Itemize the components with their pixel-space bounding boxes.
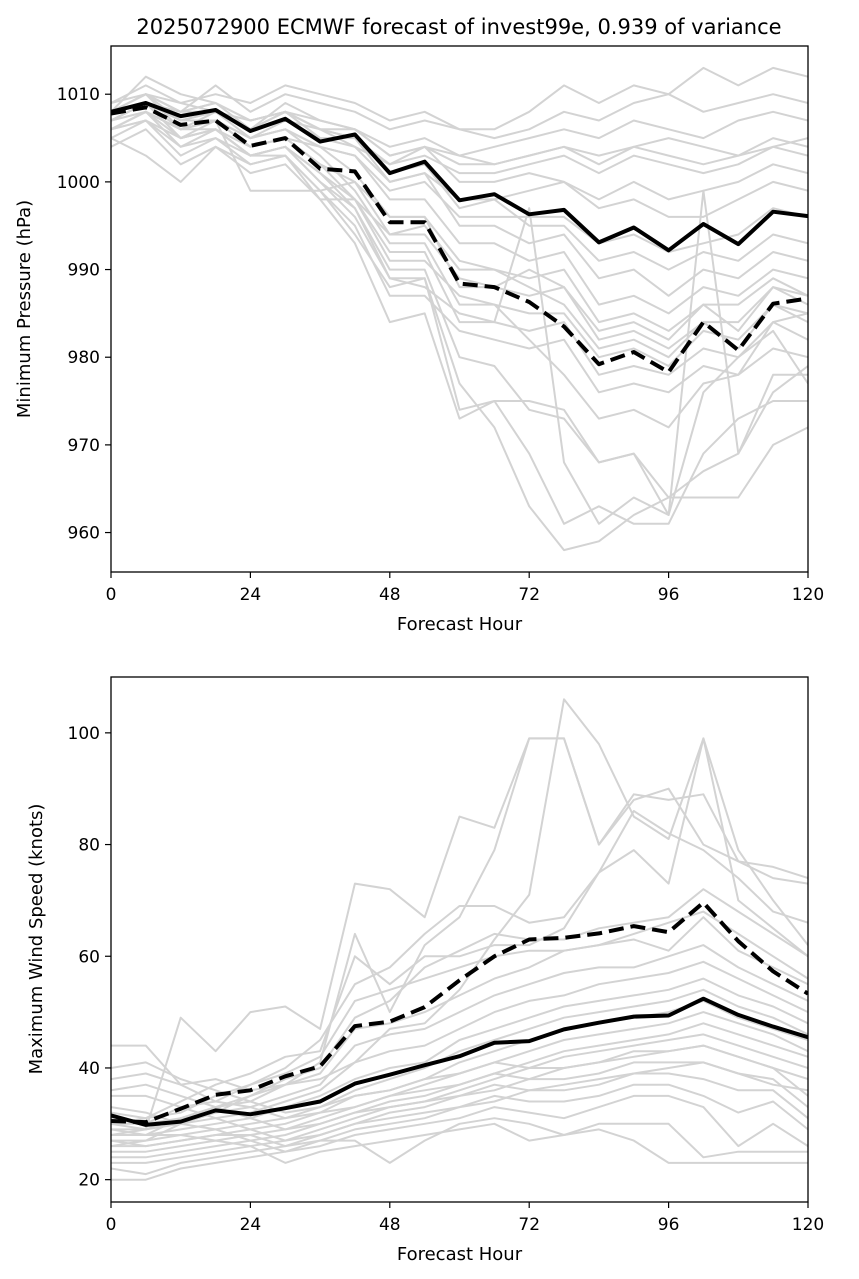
x-tick-label: 120 bbox=[792, 1215, 824, 1235]
x-tick-label: 72 bbox=[518, 585, 540, 605]
y-tick-label: 990 bbox=[68, 261, 100, 281]
ensemble-member-line bbox=[111, 102, 808, 332]
axes-frame bbox=[110, 676, 809, 1203]
ensemble-member-line bbox=[111, 960, 808, 1131]
ensemble-member-line bbox=[111, 737, 808, 1125]
ensemble-member-line bbox=[111, 93, 808, 297]
ensemble-member-line bbox=[111, 1122, 808, 1164]
wind-panel: 0 24 48 72 96 120 20 40 60 80 100 Forecast Hour Maxi… bbox=[26, 676, 824, 1265]
y-tick-label: 40 bbox=[78, 1059, 100, 1079]
ensemble-member-line bbox=[111, 1033, 808, 1164]
ensemble-member-line bbox=[111, 1061, 808, 1120]
ensemble-member-line bbox=[111, 93, 808, 350]
ensemble-member-line bbox=[111, 128, 808, 499]
ensemble-member-line bbox=[111, 910, 808, 1125]
ensemble-member-line bbox=[111, 1117, 808, 1164]
x-axis-label: Forecast Hour bbox=[397, 614, 523, 635]
y-tick-label: 1010 bbox=[57, 85, 100, 105]
ensemble-member-line bbox=[111, 698, 808, 1092]
x-tick-label: 0 bbox=[106, 1215, 117, 1235]
x-tick-label: 120 bbox=[792, 585, 824, 605]
ensemble-member-line bbox=[111, 988, 808, 1142]
ensemble-member-line bbox=[111, 137, 808, 552]
ensemble-member-line bbox=[111, 1011, 808, 1153]
ensemble-member-line bbox=[111, 737, 808, 1148]
x-tick-label: 96 bbox=[658, 585, 680, 605]
ensemble-member-line bbox=[111, 110, 808, 341]
axes-frame bbox=[110, 45, 809, 573]
ensemble-member-line bbox=[111, 102, 808, 201]
pressure-panel: 0 24 48 72 96 120 960 970 980 990 1000 1010 Forecast… bbox=[14, 45, 824, 635]
plot-area bbox=[111, 698, 808, 1181]
x-tick-label: 24 bbox=[240, 1215, 262, 1235]
y-tick-label: 970 bbox=[68, 436, 100, 456]
ensemble-member-line bbox=[111, 102, 808, 429]
y-axis-label: Minimum Pressure (hPa) bbox=[14, 200, 35, 418]
ensemble-member-line bbox=[111, 1094, 808, 1153]
ensemble-member-line bbox=[111, 1083, 808, 1142]
ensemble-member-line bbox=[111, 110, 808, 315]
y-tick-label: 100 bbox=[68, 724, 100, 744]
dashed-line bbox=[111, 900, 808, 1125]
y-axis-label: Maximum Wind Speed (knots) bbox=[26, 804, 47, 1075]
y-tick-label: 20 bbox=[78, 1171, 100, 1191]
plot-area bbox=[111, 66, 808, 552]
ensemble-member-line bbox=[111, 810, 808, 1120]
y-tick-label: 1000 bbox=[57, 173, 100, 193]
x-axis-label: Forecast Hour bbox=[397, 1244, 523, 1265]
x-tick-label: 48 bbox=[379, 1215, 401, 1235]
ensemble-member-line bbox=[111, 110, 808, 367]
ensemble-member-line bbox=[111, 102, 808, 271]
ensemble-member-line bbox=[111, 119, 808, 394]
ensemble-member-line bbox=[111, 737, 808, 1136]
y-tick-label: 60 bbox=[78, 947, 100, 967]
y-tick-label: 980 bbox=[68, 348, 100, 368]
x-tick-label: 0 bbox=[106, 585, 117, 605]
ensemble-mean-line bbox=[111, 101, 808, 253]
y-tick-label: 80 bbox=[78, 836, 100, 856]
ensemble-member-line bbox=[111, 119, 808, 359]
ensemble-mean-line bbox=[111, 996, 808, 1127]
ensemble-member-line bbox=[111, 84, 808, 166]
x-tick-label: 24 bbox=[240, 585, 262, 605]
x-tick-label: 96 bbox=[658, 1215, 680, 1235]
ensemble-member-line bbox=[111, 102, 808, 376]
ensemble-member-line bbox=[111, 916, 808, 1131]
x-tick-label: 48 bbox=[379, 585, 401, 605]
chart-title: 2025072900 ECMWF forecast of invest99e, … bbox=[136, 15, 781, 39]
ensemble-member-line bbox=[111, 66, 808, 131]
y-tick-label: 960 bbox=[68, 524, 100, 544]
dashed-line bbox=[111, 105, 808, 375]
x-tick-label: 72 bbox=[518, 1215, 540, 1235]
